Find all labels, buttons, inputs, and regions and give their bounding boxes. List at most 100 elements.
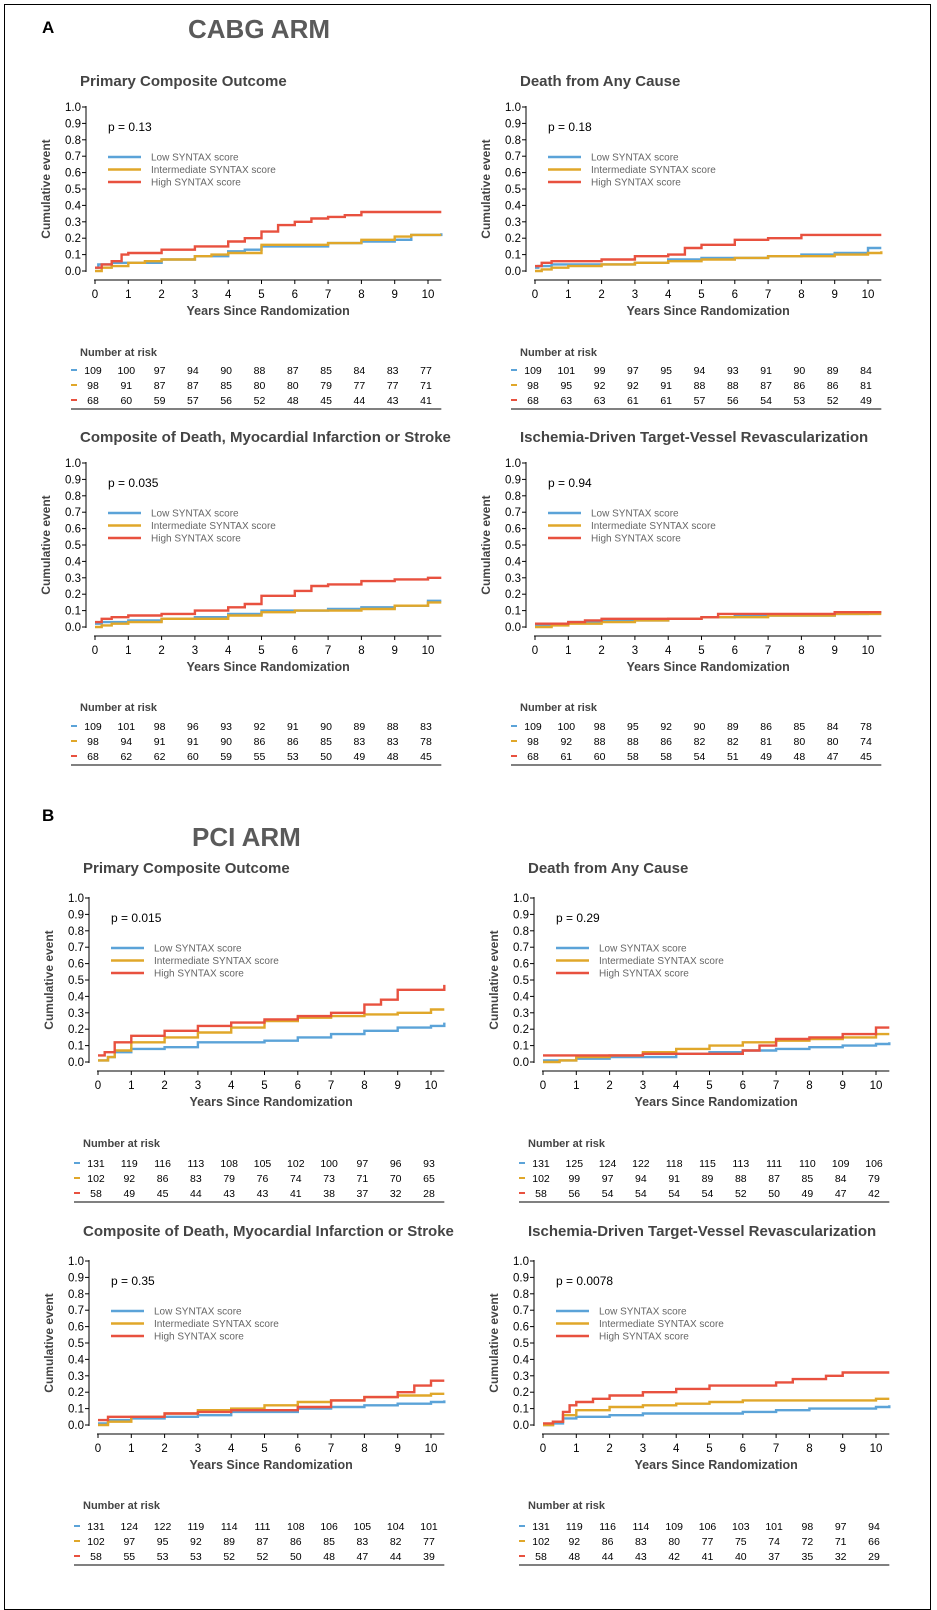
risk-value: 62 xyxy=(120,751,132,763)
legend-label-low: Low SYNTAX score xyxy=(591,153,679,164)
y-tick-label: 0.0 xyxy=(65,622,81,634)
y-tick-label: 0.2 xyxy=(513,1387,529,1399)
p-value: p = 0.94 xyxy=(548,476,592,490)
y-axis-label: Cumulative event xyxy=(39,495,53,594)
x-tick-label: 7 xyxy=(773,1080,779,1092)
y-tick-label: 0.1 xyxy=(65,606,81,618)
x-tick-label: 1 xyxy=(125,645,131,657)
risk-value: 97 xyxy=(154,365,166,377)
y-tick-label: 0.3 xyxy=(505,217,521,229)
x-tick-label: 9 xyxy=(839,1443,845,1455)
risk-value: 84 xyxy=(835,1173,847,1185)
km-curve-intermediate xyxy=(95,601,442,629)
risk-value: 29 xyxy=(868,1551,880,1563)
risk-value: 58 xyxy=(535,1188,547,1200)
x-tick-label: 6 xyxy=(295,1443,301,1455)
y-tick-label: 0.8 xyxy=(513,926,529,938)
risk-value: 95 xyxy=(560,380,572,392)
risk-value: 111 xyxy=(766,1158,782,1170)
panel-title: Composite of Death, Myocardial Infarctio… xyxy=(83,1223,454,1240)
y-tick-label: 0.7 xyxy=(68,1305,84,1317)
risk-value: 61 xyxy=(560,751,572,763)
risk-value: 54 xyxy=(760,395,772,407)
risk-value: 92 xyxy=(190,1536,202,1548)
risk-value: 92 xyxy=(627,380,639,392)
risk-value: 58 xyxy=(90,1551,102,1563)
x-tick-label: 0 xyxy=(92,645,98,657)
risk-value: 54 xyxy=(635,1188,647,1200)
risk-value: 106 xyxy=(699,1521,717,1533)
risk-value: 131 xyxy=(532,1521,550,1533)
x-tick-label: 6 xyxy=(740,1080,746,1092)
legend-label-intermediate: Intermediate SYNTAX score xyxy=(599,1319,724,1330)
x-tick-label: 0 xyxy=(540,1080,546,1092)
risk-value: 44 xyxy=(602,1551,614,1563)
legend-label-intermediate: Intermediate SYNTAX score xyxy=(591,521,716,532)
y-tick-label: 0.6 xyxy=(68,959,84,971)
km-curve-intermediate xyxy=(543,1032,890,1064)
risk-value: 60 xyxy=(187,751,199,763)
x-tick-label: 4 xyxy=(225,289,232,301)
y-axis-label: Cumulative event xyxy=(42,1293,56,1392)
risk-value: 97 xyxy=(602,1173,614,1185)
x-tick-label: 2 xyxy=(606,1080,612,1092)
risk-value: 51 xyxy=(727,751,739,763)
x-tick-label: 7 xyxy=(328,1443,334,1455)
y-tick-label: 0.8 xyxy=(505,491,521,503)
risk-value: 84 xyxy=(354,365,366,377)
risk-value: 87 xyxy=(287,365,299,377)
risk-value: 49 xyxy=(354,751,366,763)
risk-value: 98 xyxy=(802,1521,814,1533)
risk-value: 88 xyxy=(387,721,399,733)
km-panel: Death from Any Cause 0.0 0.1 0.2 0.3 0.4 0.5 0.… xyxy=(479,73,883,410)
risk-value: 42 xyxy=(668,1551,680,1563)
y-tick-label: 0.4 xyxy=(65,556,82,568)
y-tick-label: 0.7 xyxy=(65,507,81,519)
risk-value: 68 xyxy=(87,751,99,763)
risk-value: 83 xyxy=(354,736,366,748)
risk-value: 83 xyxy=(420,721,432,733)
y-tick-label: 0.8 xyxy=(68,1289,84,1301)
x-tick-label: 0 xyxy=(95,1080,101,1092)
y-tick-label: 0.5 xyxy=(68,975,84,987)
y-tick-label: 0.5 xyxy=(505,184,521,196)
risk-value: 52 xyxy=(257,1551,269,1563)
risk-table-title: Number at risk xyxy=(528,1500,606,1512)
risk-value: 45 xyxy=(860,751,872,763)
y-tick-label: 0.9 xyxy=(68,1272,84,1284)
y-tick-label: 0.8 xyxy=(65,135,81,147)
risk-value: 43 xyxy=(257,1188,269,1200)
km-curve-high xyxy=(95,210,442,269)
risk-value: 95 xyxy=(660,365,672,377)
risk-table-title: Number at risk xyxy=(520,702,598,714)
y-tick-label: 0.1 xyxy=(505,250,521,262)
x-tick-label: 9 xyxy=(831,645,837,657)
y-tick-label: 0.7 xyxy=(513,1305,529,1317)
x-tick-label: 1 xyxy=(565,645,571,657)
risk-value: 77 xyxy=(420,365,432,377)
km-curve-high xyxy=(543,1371,890,1425)
y-tick-label: 1.0 xyxy=(513,893,529,905)
y-tick-label: 0.7 xyxy=(505,151,521,163)
risk-value: 49 xyxy=(123,1188,135,1200)
y-tick-label: 0.5 xyxy=(513,1338,529,1350)
x-tick-label: 4 xyxy=(228,1443,235,1455)
risk-value: 89 xyxy=(354,721,366,733)
risk-value: 80 xyxy=(254,380,266,392)
risk-value: 118 xyxy=(666,1158,683,1170)
risk-value: 78 xyxy=(420,736,432,748)
risk-value: 105 xyxy=(354,1521,372,1533)
y-tick-label: 0.2 xyxy=(65,233,81,245)
risk-value: 92 xyxy=(568,1536,580,1548)
y-tick-label: 1.0 xyxy=(505,102,521,114)
risk-value: 82 xyxy=(390,1536,402,1548)
y-tick-label: 0.8 xyxy=(513,1289,529,1301)
y-tick-label: 0.3 xyxy=(505,573,521,585)
risk-value: 101 xyxy=(765,1521,783,1533)
risk-value: 102 xyxy=(287,1158,305,1170)
y-tick-label: 0.5 xyxy=(513,975,529,987)
y-tick-label: 0.3 xyxy=(65,217,81,229)
section-title-cabg: CABG ARM xyxy=(188,14,331,44)
risk-value: 100 xyxy=(118,365,136,377)
x-tick-label: 3 xyxy=(632,645,638,657)
